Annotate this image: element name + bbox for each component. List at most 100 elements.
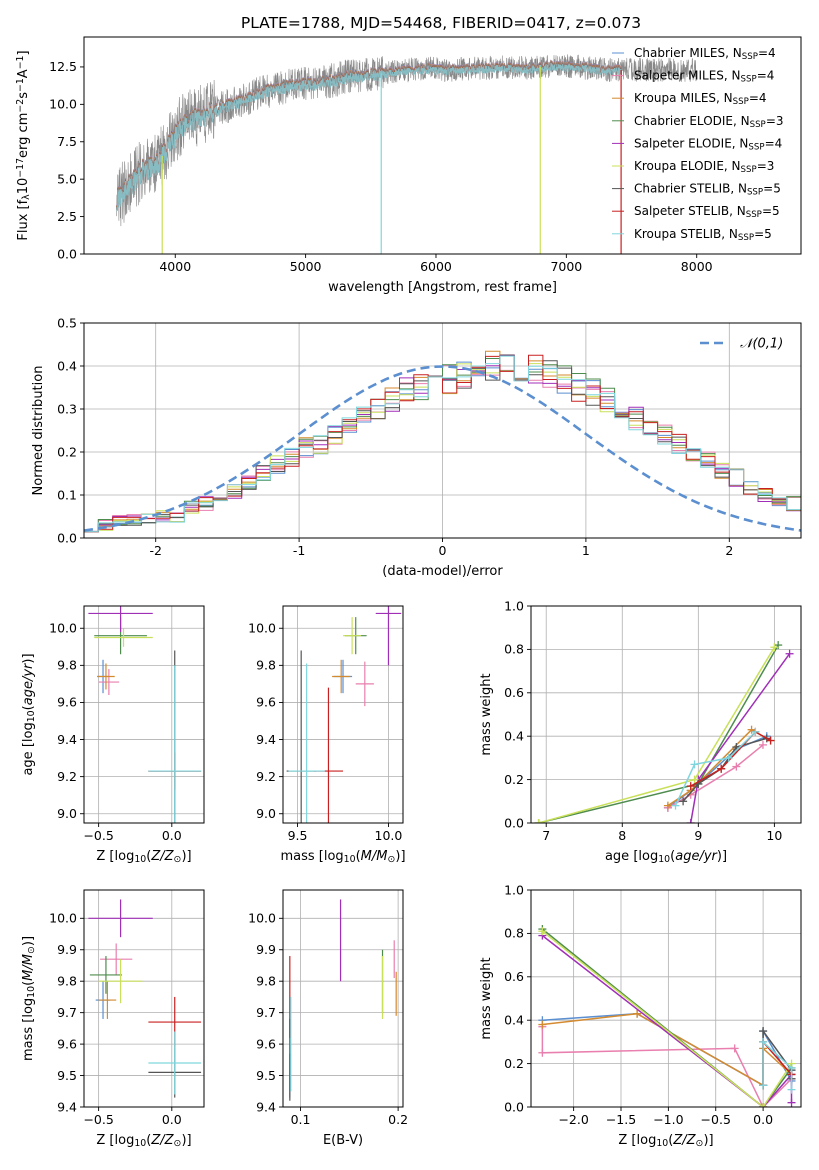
legend-entry: Kroupa STELIB, NSSP =5	[634, 227, 772, 243]
histogram-step-line	[84, 355, 801, 532]
error-bar-point	[97, 663, 115, 690]
y-tick-label: 0.4	[57, 358, 77, 373]
error-bar-point	[148, 665, 202, 823]
axes-frame	[282, 889, 404, 1108]
axes-frame	[530, 605, 802, 824]
y-tick-label: 9.4	[256, 1099, 276, 1114]
y-tick-label: 9.5	[57, 1068, 77, 1083]
error-bar-point	[355, 661, 374, 707]
x-axis-label: Z [log10 (Z/Z⊙ )]	[618, 1133, 713, 1149]
error-bar-point	[89, 956, 123, 994]
error-bar-point	[94, 628, 153, 647]
y-tick-label: 9.6	[57, 1036, 77, 1051]
weight-marker	[690, 760, 699, 769]
model-spectrum-line	[116, 62, 622, 212]
y-tick-label: 10.0	[248, 621, 276, 636]
panel-spectrum: 4000 5000 6000 7000 8000 0.0 2.5 5.0 7.5 10.0 12.5…	[15, 36, 802, 295]
x-tick-label: -1	[293, 543, 305, 558]
legend-entry: Kroupa MILES, NSSP =4	[634, 91, 767, 107]
panel-age-vs-metallicity: −0.5 0.0 9.0 9.2 9.4 9.6 9.8 10.0 Z [log10 (Z/Z⊙…	[21, 605, 205, 865]
y-tick-label: 10.0	[49, 621, 77, 636]
y-axis-label: age [log10 (age/yr)]	[21, 653, 37, 775]
y-tick-label: 0.0	[57, 530, 77, 545]
weight-marker	[538, 1020, 547, 1029]
y-tick-label: 0.6	[504, 685, 524, 700]
y-tick-label: 0.2	[57, 444, 77, 459]
x-tick-label: 4000	[159, 259, 191, 274]
x-tick-label: −0.5	[701, 1112, 731, 1127]
panel-mass-vs-ebv: 0.1 0.2 9.4 9.5 9.6 9.7 9.8 9.9 10.0 E(B-V)	[248, 889, 408, 1148]
y-tick-label: 0.2	[504, 772, 524, 787]
error-bar-point	[288, 663, 325, 823]
y-tick-label: 9.5	[256, 1068, 276, 1083]
panel-age-vs-mass: 9.5 10.0 9.0 9.2 9.4 9.6 9.8 10.0 mass [log10 (M…	[248, 605, 406, 865]
histogram-step-line	[84, 358, 801, 533]
weight-marker	[679, 797, 688, 806]
plot-area	[84, 323, 801, 538]
legend-entry: Salpeter MILES, NSSP =4	[634, 69, 774, 85]
x-tick-label: -2	[149, 543, 161, 558]
axes-frame	[83, 605, 205, 824]
weight-marker	[686, 782, 695, 791]
legend-entry: 𝒩(0,1)	[740, 337, 783, 352]
observed-spectrum-line	[116, 54, 697, 227]
error-bar-point	[343, 617, 362, 655]
axes-frame	[83, 36, 802, 255]
error-bar-point	[98, 669, 120, 696]
x-axis-label: Z [log10 (Z/Z⊙ )]	[96, 849, 191, 865]
y-tick-label: 9.4	[57, 732, 77, 747]
plot-area	[531, 890, 801, 1107]
weight-marker	[538, 1048, 547, 1057]
y-tick-label: 1.0	[504, 598, 524, 613]
error-bar-point	[332, 659, 351, 694]
axes-frame	[530, 889, 802, 1108]
x-tick-label: 9	[694, 828, 702, 843]
x-tick-label: 9.5	[288, 828, 308, 843]
y-tick-label: 0.1	[57, 487, 77, 502]
x-tick-label: 7000	[550, 259, 582, 274]
x-tick-label: −2.0	[558, 1112, 588, 1127]
y-tick-label: 7.5	[57, 134, 77, 149]
x-tick-label: 0.0	[162, 828, 182, 843]
weight-line	[674, 731, 756, 806]
y-tick-label: 9.0	[256, 806, 276, 821]
weight-line	[690, 730, 771, 787]
y-tick-label: 9.9	[256, 942, 276, 957]
error-bar-point	[148, 1031, 202, 1095]
y-tick-label: 0.4	[504, 1013, 524, 1028]
x-tick-label: 8000	[681, 259, 713, 274]
y-tick-label: 0.3	[57, 401, 77, 416]
y-tick-label: 0.0	[504, 1099, 524, 1114]
y-tick-label: 0.8	[504, 926, 524, 941]
plot-area	[84, 890, 204, 1107]
y-tick-label: 9.6	[57, 695, 77, 710]
y-tick-label: 2.5	[57, 209, 77, 224]
x-tick-label: 2	[725, 543, 733, 558]
error-bar-point	[88, 606, 153, 632]
weight-marker	[686, 819, 695, 823]
weight-marker	[758, 740, 767, 749]
y-tick-label: 9.0	[57, 806, 77, 821]
x-tick-label: 1	[582, 543, 590, 558]
y-tick-label: 9.8	[57, 658, 77, 673]
y-tick-label: 10.0	[49, 911, 77, 926]
y-tick-label: 9.6	[256, 1036, 276, 1051]
y-tick-label: 9.6	[256, 695, 276, 710]
x-axis-label: wavelength [Angstrom, rest frame]	[328, 280, 557, 295]
weight-marker	[759, 1037, 768, 1046]
y-tick-label: 0.4	[504, 729, 524, 744]
weight-marker	[787, 1085, 796, 1094]
weight-marker	[633, 1009, 642, 1018]
y-tick-label: 5.0	[57, 171, 77, 186]
y-tick-label: 0.2	[504, 1056, 524, 1071]
weight-line	[541, 930, 793, 1107]
y-axis-label: Flux [fλ 10−17 erg cm−2 s−1 A−1 ]	[15, 50, 32, 240]
y-tick-label: 9.4	[256, 732, 276, 747]
x-tick-label: −1.0	[653, 1112, 683, 1127]
y-tick-label: 0.0	[57, 246, 77, 261]
plot-area	[283, 606, 403, 823]
x-tick-label: 0.1	[291, 1112, 311, 1127]
weight-marker	[732, 762, 741, 771]
error-bar-point	[100, 943, 133, 975]
